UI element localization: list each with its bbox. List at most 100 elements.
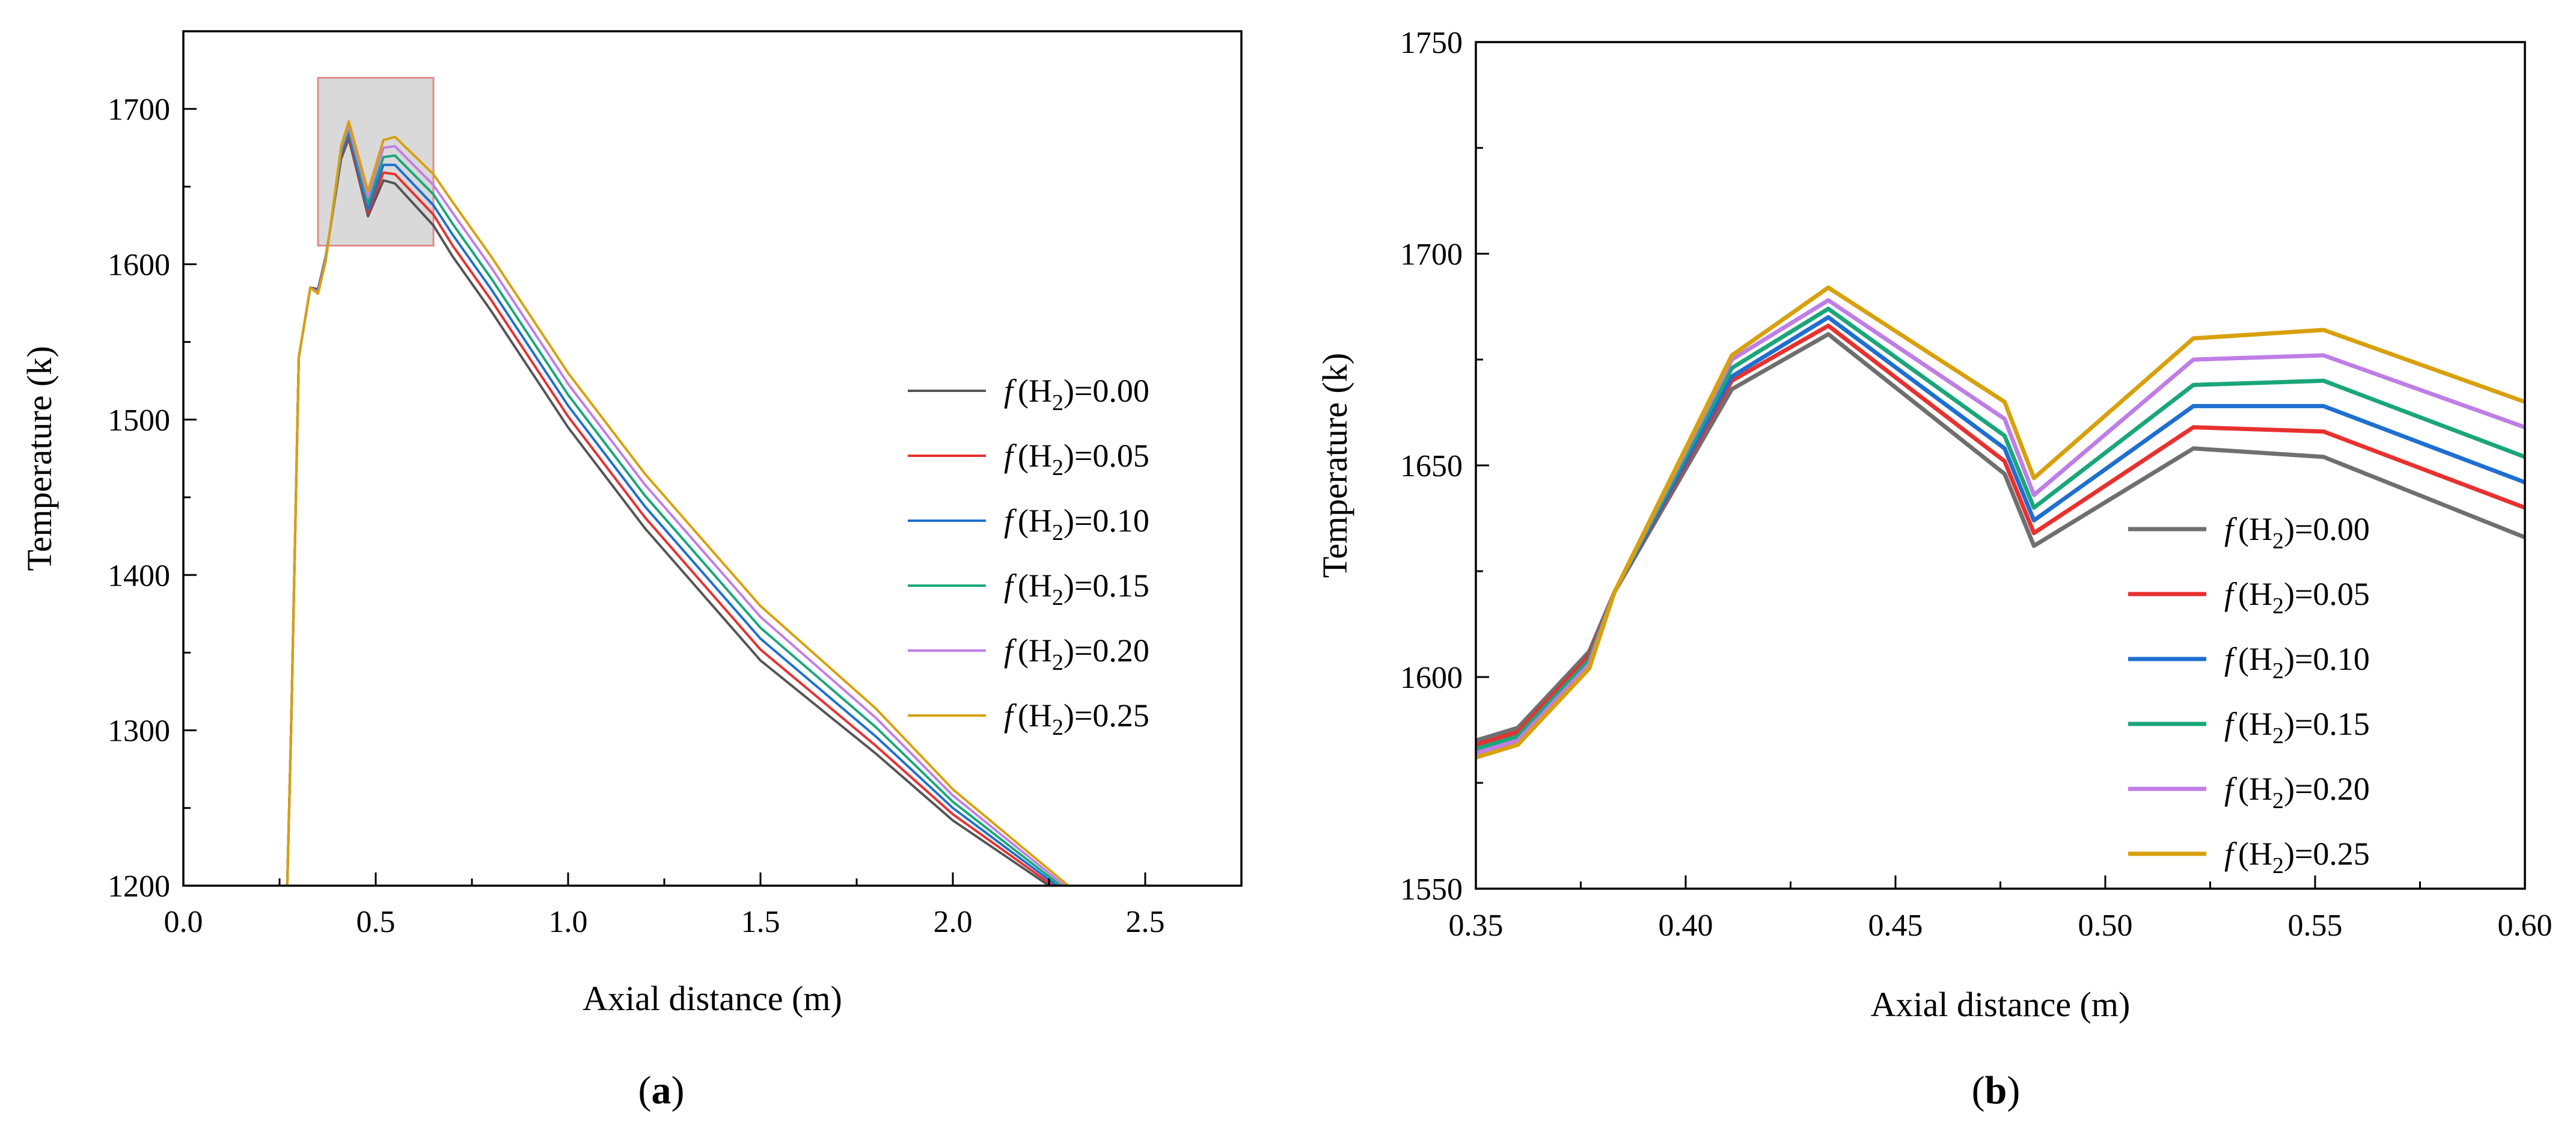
legend-label-suffix: )=0.00 (2284, 511, 2370, 547)
x-tick-label: 0.35 (1449, 909, 1504, 943)
legend-label-suffix: )=0.05 (1063, 438, 1149, 474)
legend-label-suffix: )=0.10 (2284, 641, 2370, 677)
legend-label-sub: 2 (2272, 593, 2284, 619)
legend-item: f (H2)=0.20 (2128, 771, 2370, 814)
legend-label-sub: 2 (2272, 853, 2284, 878)
y-tick-label: 1600 (1400, 661, 1463, 695)
legend-item: f (H2)=0.10 (2128, 641, 2370, 684)
legend-item: f (H2)=0.15 (908, 568, 1149, 610)
x-tick-label: 1.5 (741, 905, 780, 939)
legend-label-base: (H (2238, 706, 2272, 742)
legend-label-sub: 2 (2272, 788, 2284, 814)
x-tick-label: 2.5 (1126, 905, 1165, 939)
legend-label-base: (H (1018, 568, 1052, 604)
legend-label: f (H2)=0.10 (2224, 641, 2370, 684)
legend-label-suffix: )=0.15 (1063, 568, 1149, 604)
legend-label-suffix: )=0.05 (2284, 576, 2370, 612)
legend-label-base: (H (2238, 771, 2272, 807)
legend-item: f (H2)=0.00 (2128, 511, 2370, 554)
axes-frame (182, 30, 1243, 887)
y-tick-label: 1750 (1400, 26, 1463, 60)
legend-label-sub: 2 (2272, 529, 2284, 554)
legend-label: f (H2)=0.25 (1004, 697, 1149, 740)
legend-label-base: (H (1018, 373, 1052, 409)
y-tick-label: 1550 (1400, 872, 1463, 907)
legend-item: f (H2)=0.20 (908, 633, 1149, 675)
legend-label-base: (H (2238, 836, 2272, 872)
series-line-4 (1476, 298, 2525, 756)
y-tick-label: 1400 (108, 559, 170, 593)
panel-label-close: ) (672, 1068, 685, 1112)
legend-label-base: (H (1018, 633, 1052, 669)
legend-label: f (H2)=0.10 (1004, 503, 1149, 545)
chart-panel-b: 0.35 0.40 0.45 0.50 0.55 0.60 1550 1600 1650 1700… (1315, 26, 2553, 1112)
panel-label: (b) (1972, 1068, 2021, 1112)
series-line-5 (1476, 285, 2525, 760)
legend-label: f (H2)=0.00 (1004, 373, 1149, 415)
series-lines (1476, 285, 2525, 760)
legend-label: f (H2)=0.05 (1004, 438, 1149, 480)
series-lines (286, 120, 1069, 886)
x-tick-label: 0.45 (1868, 909, 1923, 943)
panel-label: (a) (638, 1068, 685, 1112)
x-tick-label: 0.50 (2078, 909, 2133, 943)
legend-label-base: (H (1018, 697, 1052, 734)
x-tick-label: 0.5 (356, 905, 396, 939)
legend-item: f (H2)=0.15 (2128, 706, 2370, 749)
legend-label-sub: 2 (2272, 723, 2284, 749)
y-tick-label: 1600 (108, 248, 170, 283)
series-line-1 (1476, 323, 2525, 747)
legend-label-f: f (1004, 503, 1017, 539)
legend-label-f: f (2224, 771, 2238, 807)
panel-label-letter: a (652, 1068, 672, 1112)
x-tick-label: 0.0 (164, 905, 203, 939)
x-tick-label: 0.60 (2498, 909, 2553, 943)
legend-label-sub: 2 (1052, 585, 1063, 610)
legend: f (H2)=0.00f (H2)=0.05f (H2)=0.10f (H2)=0.15… (2128, 511, 2370, 878)
x-tick-label: 1.0 (549, 905, 588, 939)
legend-label-sub: 2 (1052, 520, 1063, 545)
series-line-0 (1476, 332, 2525, 743)
legend-item: f (H2)=0.10 (908, 503, 1149, 545)
legend-label-suffix: )=0.00 (1063, 373, 1149, 409)
legend-label-base: (H (1018, 438, 1052, 474)
y-tick-label: 1500 (108, 403, 170, 438)
legend-item: f (H2)=0.25 (908, 697, 1149, 740)
x-tick-label: 0.40 (1659, 909, 1713, 943)
legend-label: f (H2)=0.25 (2224, 836, 2370, 878)
legend-label-suffix: )=0.15 (2284, 706, 2370, 742)
y-tick-label: 1300 (108, 714, 170, 749)
legend-label-sub: 2 (1052, 715, 1063, 740)
legend-label: f (H2)=0.20 (2224, 771, 2370, 814)
panel-label-letter: b (1985, 1068, 2007, 1112)
legend-label-f: f (1004, 633, 1017, 669)
legend-label-f: f (2224, 511, 2238, 547)
x-tick-label: 2.0 (934, 905, 973, 939)
legend-label: f (H2)=0.15 (2224, 706, 2370, 749)
legend-label: f (H2)=0.00 (2224, 511, 2370, 554)
legend-item: f (H2)=0.00 (908, 373, 1149, 415)
legend-label-f: f (1004, 568, 1017, 604)
legend-label-f: f (1004, 697, 1017, 734)
legend-label: f (H2)=0.15 (1004, 568, 1149, 610)
panel-label-close: ) (2007, 1068, 2020, 1112)
series-line-3 (1476, 307, 2525, 752)
legend-label-sub: 2 (1052, 455, 1063, 480)
legend-label-suffix: )=0.10 (1063, 503, 1149, 539)
x-axis-title: Axial distance (m) (1871, 985, 2131, 1024)
legend-label-suffix: )=0.25 (2284, 836, 2370, 872)
legend-label-f: f (1004, 373, 1017, 409)
legend-label-f: f (2224, 836, 2238, 872)
legend-item: f (H2)=0.25 (2128, 836, 2370, 878)
legend-label-sub: 2 (1052, 650, 1063, 675)
legend-label-suffix: )=0.20 (2284, 771, 2370, 807)
legend-item: f (H2)=0.05 (2128, 576, 2370, 619)
panel-label-open: ( (1972, 1068, 1985, 1112)
axes-frame (1475, 41, 2526, 890)
legend-label: f (H2)=0.05 (2224, 576, 2370, 619)
y-tick-label: 1650 (1400, 449, 1463, 483)
panel-label-open: ( (638, 1068, 652, 1112)
legend-label-suffix: )=0.25 (1063, 697, 1149, 734)
legend-label-sub: 2 (2272, 658, 2284, 684)
